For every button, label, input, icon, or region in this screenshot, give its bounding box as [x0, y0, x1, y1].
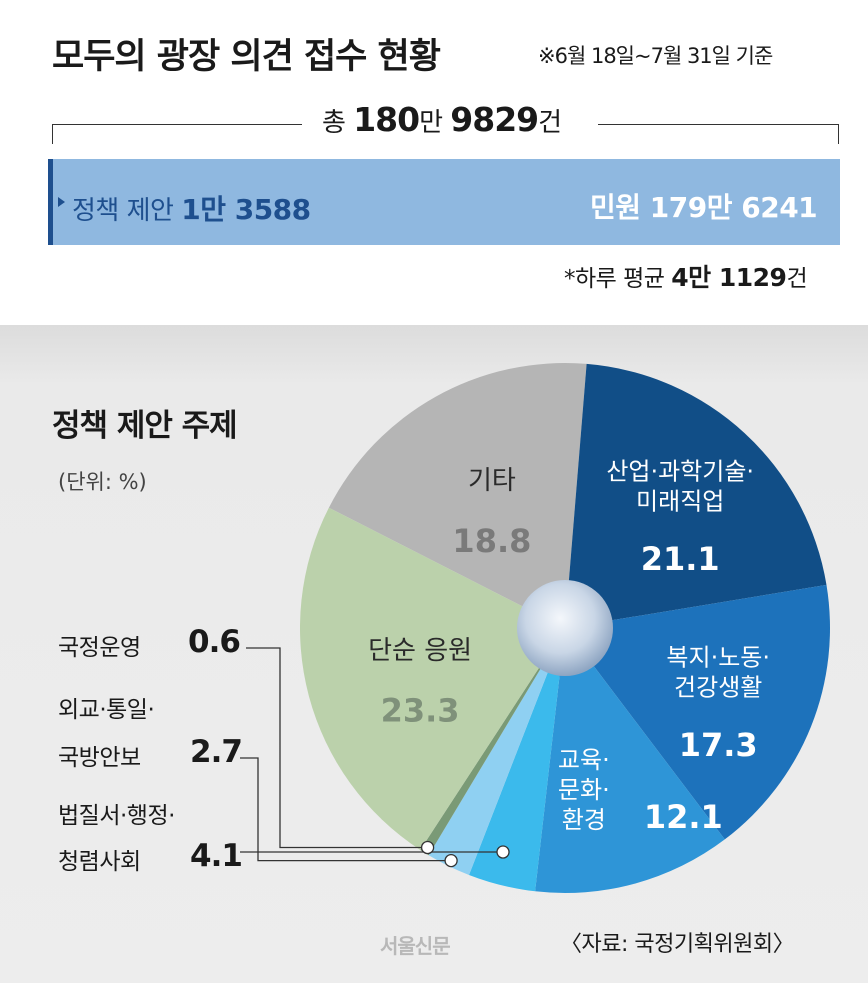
slice-label: 단순 응원 [368, 636, 472, 666]
policy-proposal-count: 정책 제안 1만 3588 [72, 188, 311, 228]
unit-note: (단위: %) [58, 470, 147, 494]
bracket-line-left [52, 124, 302, 125]
civil-label: 민원 [590, 191, 641, 224]
slice-label: 문화· [558, 776, 610, 804]
slice-education-culture [535, 628, 725, 894]
slice-diplomacy-security [428, 628, 565, 875]
date-basis-note: ※6월 18일~7월 31일 기준 [538, 44, 773, 68]
slice-law-administration [469, 628, 565, 892]
daily-average: *하루 평균 4만 1129건 [564, 258, 808, 294]
slice-other [328, 362, 587, 628]
value-state-affairs: 0.6 [188, 624, 241, 660]
bracket-tick-right [838, 124, 839, 144]
slice-value-label: 21.1 [641, 540, 720, 578]
civil-complaint-count: 민원 179만 6241 [590, 186, 818, 226]
publisher-logo: 서울신문 [380, 934, 451, 958]
slice-state-affairs [420, 628, 565, 856]
value-law: 4.1 [190, 838, 243, 874]
pie-center-hub [517, 580, 613, 676]
slice-value-label: 17.3 [679, 726, 758, 764]
label-diplomacy-line2: 국방안보 [58, 745, 141, 771]
leader-dot [444, 853, 458, 868]
bracket-line-right [598, 124, 838, 125]
total-value-1: 180 [353, 100, 420, 139]
total-prefix: 총 [322, 108, 346, 138]
value-diplomacy: 2.7 [190, 734, 243, 770]
total-unit-1: 만 [419, 108, 443, 138]
label-law-line1: 법질서·행정· [58, 803, 175, 829]
slice-label: 산업·과학기술· [606, 457, 754, 485]
label-diplomacy-line1: 외교·통일· [58, 697, 155, 723]
policy-value: 1만 3588 [181, 193, 311, 226]
slice-label: 미래직업 [636, 487, 724, 515]
label-state-affairs: 국정운영 [58, 635, 141, 661]
page-title: 모두의 광장 의견 접수 현황 [52, 37, 441, 77]
policy-label: 정책 제안 [72, 196, 174, 226]
slice-welfare-labor [565, 584, 830, 840]
civil-value: 179만 6241 [649, 191, 818, 224]
total-bar [48, 159, 840, 245]
average-value: 4만 1129 [671, 263, 787, 292]
leader-dot [420, 840, 435, 855]
source-note: 〈자료: 국정기획위원회〉 [560, 932, 795, 957]
chart-title: 정책 제안 주제 [52, 408, 238, 444]
slice-value-label: 12.1 [644, 798, 723, 836]
bracket-tick-left [52, 124, 53, 144]
slice-value-label: 23.3 [381, 692, 460, 730]
slice-simple-support [299, 507, 565, 850]
leader-line [246, 647, 428, 849]
leader-dot [496, 845, 510, 859]
total-unit-2: 건 [538, 108, 562, 138]
total-count: 총 180만 9829건 [322, 100, 562, 139]
average-unit: 건 [786, 266, 808, 292]
arrow-right-icon [58, 197, 65, 207]
slice-label: 환경 [562, 806, 606, 834]
slice-value-label: 18.8 [452, 522, 531, 560]
average-prefix: *하루 평균 [564, 266, 665, 292]
leader-line [240, 757, 452, 862]
total-value-2: 9829 [450, 100, 539, 139]
slice-label: 교육· [558, 746, 610, 774]
slice-label: 건강생활 [674, 674, 762, 702]
label-law-line2: 청렴사회 [58, 849, 141, 875]
slice-label: 복지·노동· [666, 644, 770, 672]
slice-industry-science [565, 363, 827, 628]
slice-label: 기타 [468, 466, 516, 496]
policy-bar-segment [48, 159, 53, 245]
